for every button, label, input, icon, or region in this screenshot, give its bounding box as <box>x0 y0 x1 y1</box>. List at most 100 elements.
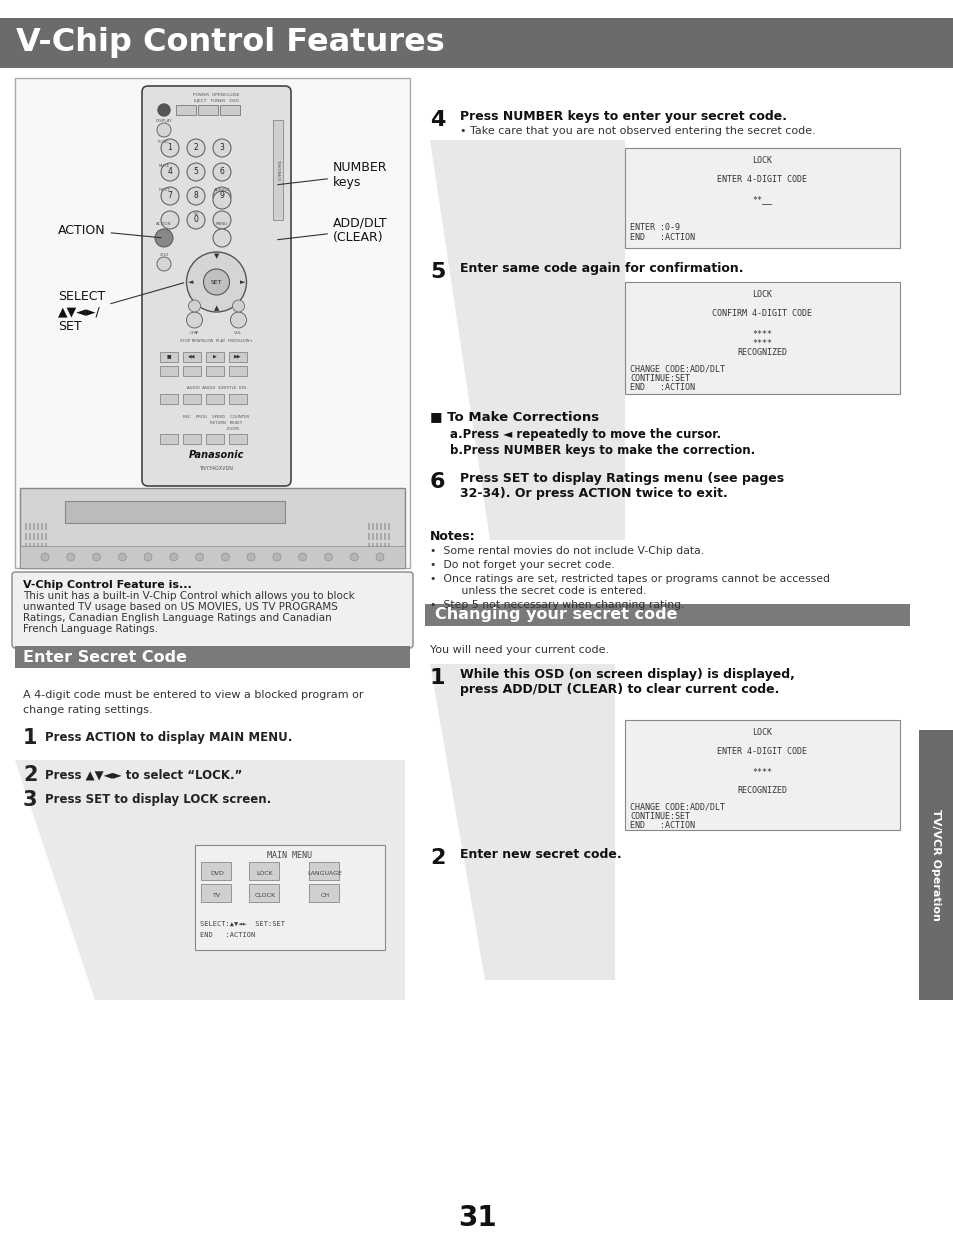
Text: 5: 5 <box>193 168 198 177</box>
Bar <box>25 522 27 530</box>
Text: Press SET to display LOCK screen.: Press SET to display LOCK screen. <box>45 794 271 806</box>
Bar <box>160 366 178 375</box>
Text: 4: 4 <box>168 168 172 177</box>
Circle shape <box>203 269 230 295</box>
Circle shape <box>157 257 171 270</box>
Circle shape <box>144 553 152 561</box>
Circle shape <box>213 211 231 228</box>
Circle shape <box>161 163 179 182</box>
Bar <box>372 534 374 540</box>
Text: ****: **** <box>752 330 772 338</box>
Bar <box>309 884 338 902</box>
Bar <box>15 646 410 668</box>
Text: NUMBER
keys: NUMBER keys <box>277 161 387 189</box>
Text: ◀◀: ◀◀ <box>188 353 195 358</box>
Text: STOP REW/SLOW  PLAY  FWD/SLOW+: STOP REW/SLOW PLAY FWD/SLOW+ <box>180 338 253 343</box>
Circle shape <box>221 553 229 561</box>
Text: 2/10: 2/10 <box>159 253 169 257</box>
Bar <box>20 488 405 568</box>
Bar <box>0 19 953 68</box>
Bar <box>375 553 377 559</box>
Circle shape <box>233 300 244 312</box>
Bar <box>37 553 39 559</box>
Circle shape <box>247 553 254 561</box>
Text: Changing your secret code: Changing your secret code <box>435 608 677 622</box>
Text: CH: CH <box>320 893 329 898</box>
Circle shape <box>118 553 126 561</box>
Text: ****: **** <box>752 338 772 348</box>
Bar <box>229 394 247 404</box>
Text: 6: 6 <box>219 168 224 177</box>
Bar <box>379 522 381 530</box>
Circle shape <box>67 553 74 561</box>
Text: INPUT: INPUT <box>158 188 170 191</box>
Bar <box>372 543 374 550</box>
Text: Enter Secret Code: Enter Secret Code <box>23 650 187 664</box>
Bar <box>65 501 285 522</box>
Circle shape <box>161 211 179 228</box>
Bar <box>206 394 224 404</box>
Bar <box>388 543 390 550</box>
Bar <box>41 522 43 530</box>
Text: Press ▲▼◄► to select “LOCK.”: Press ▲▼◄► to select “LOCK.” <box>45 768 242 782</box>
Bar <box>160 394 178 404</box>
Text: 2: 2 <box>430 848 445 868</box>
Text: a.Press ◄ repeatedly to move the cursor.: a.Press ◄ repeatedly to move the cursor. <box>450 429 720 441</box>
Bar <box>384 543 386 550</box>
Bar <box>45 553 47 559</box>
Text: SET: SET <box>211 279 222 284</box>
Bar <box>29 534 30 540</box>
FancyBboxPatch shape <box>12 572 413 648</box>
Text: CONTINUE:SET: CONTINUE:SET <box>629 811 689 821</box>
Text: MAIN MENU: MAIN MENU <box>267 851 313 860</box>
Text: 3: 3 <box>23 790 37 810</box>
Text: 1: 1 <box>430 668 445 688</box>
Bar <box>183 433 201 445</box>
Text: ▲: ▲ <box>213 305 219 311</box>
Bar <box>379 553 381 559</box>
Text: END   :ACTION: END :ACTION <box>629 821 695 830</box>
Bar <box>206 352 224 362</box>
Text: SELECT:▲▼◄►  SET:SET: SELECT:▲▼◄► SET:SET <box>200 921 285 927</box>
Bar <box>229 366 247 375</box>
Text: b.Press NUMBER keys to make the correction.: b.Press NUMBER keys to make the correcti… <box>450 445 755 457</box>
Bar <box>249 862 278 881</box>
Circle shape <box>157 124 171 137</box>
Text: SELECT
▲▼◄►/
SET: SELECT ▲▼◄►/ SET <box>58 283 184 333</box>
Text: Panasonic: Panasonic <box>189 450 244 459</box>
Text: ENTER 4-DIGIT CODE: ENTER 4-DIGIT CODE <box>717 175 806 184</box>
Circle shape <box>161 186 179 205</box>
Bar <box>372 553 374 559</box>
Bar <box>368 553 370 559</box>
Bar <box>249 884 278 902</box>
Text: ****: **** <box>752 768 772 777</box>
Text: 4: 4 <box>430 110 445 130</box>
Text: LOCK: LOCK <box>752 727 772 737</box>
Bar <box>45 534 47 540</box>
Text: END   :ACTION: END :ACTION <box>200 932 255 939</box>
Text: ▶: ▶ <box>213 353 216 358</box>
Text: Enter same code again for confirmation.: Enter same code again for confirmation. <box>459 262 742 275</box>
Circle shape <box>154 228 172 247</box>
Text: 7: 7 <box>168 191 172 200</box>
Bar <box>229 352 247 362</box>
Bar <box>368 543 370 550</box>
Circle shape <box>324 553 332 561</box>
Circle shape <box>41 553 49 561</box>
Bar <box>160 433 178 445</box>
Text: RECOGNIZED: RECOGNIZED <box>737 348 786 357</box>
Text: DVD: DVD <box>210 871 224 876</box>
Circle shape <box>186 252 246 312</box>
Polygon shape <box>15 760 405 1000</box>
Text: This unit has a built-in V-Chip Control which allows you to block: This unit has a built-in V-Chip Control … <box>23 592 355 601</box>
Circle shape <box>187 186 205 205</box>
Text: • Take care that you are not observed entering the secret code.: • Take care that you are not observed en… <box>459 126 815 136</box>
Text: Ratings, Canadian English Language Ratings and Canadian: Ratings, Canadian English Language Ratin… <box>23 613 332 622</box>
Bar <box>33 543 35 550</box>
Bar <box>206 366 224 375</box>
Bar <box>37 534 39 540</box>
Text: 1: 1 <box>23 727 37 748</box>
Bar <box>918 730 953 1000</box>
Text: 2: 2 <box>193 143 198 152</box>
Text: Press SET to display Ratings menu (see pages
32-34). Or press ACTION twice to ex: Press SET to display Ratings menu (see p… <box>459 472 783 500</box>
